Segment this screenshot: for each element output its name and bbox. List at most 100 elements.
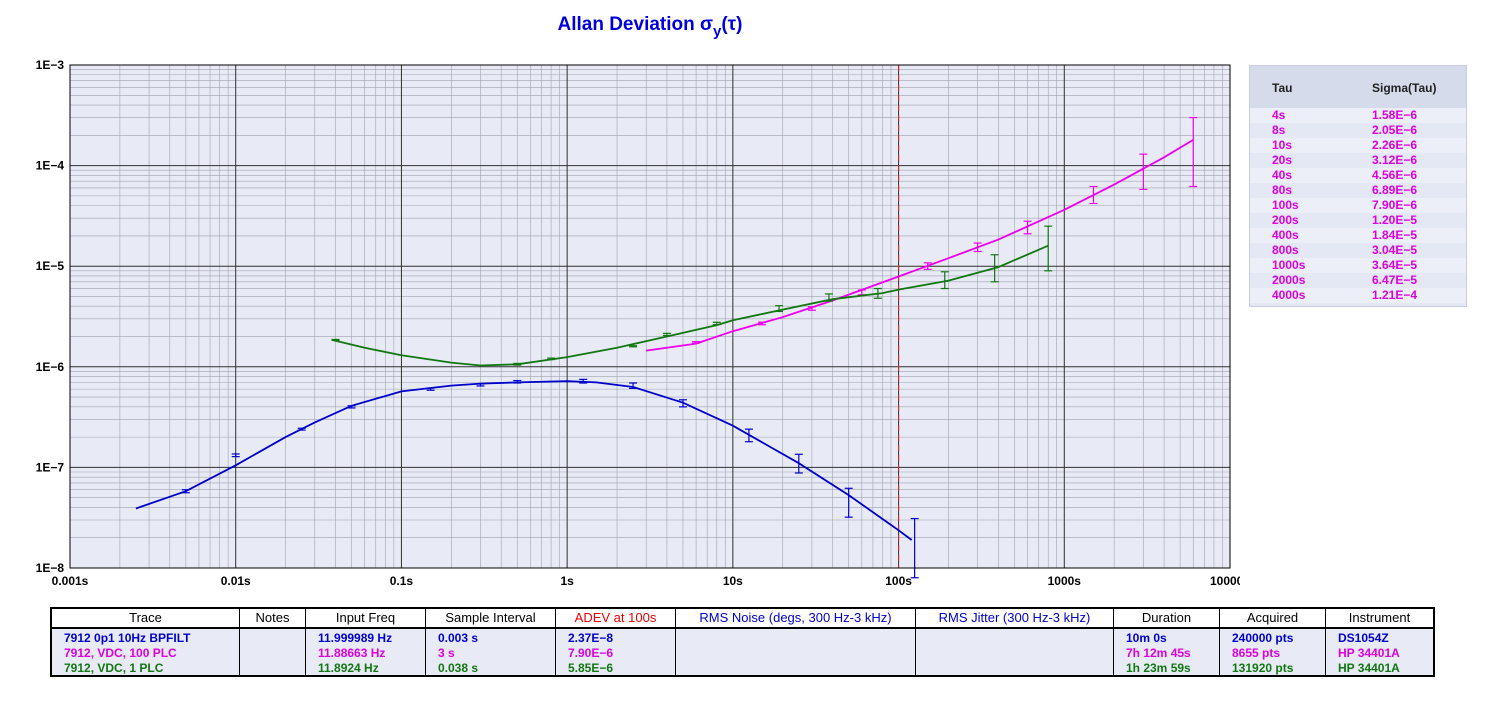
series-line-1 xyxy=(646,139,1194,352)
error-bar xyxy=(775,305,784,313)
tau-sigma-table: Tau Sigma(Tau) 4s 1.58E−6 8s 2.05E−6 10s 2.26… xyxy=(1249,65,1467,307)
error-bar xyxy=(844,487,853,518)
trace-col: Acquired 240000 pts 8655 pts 131920 pts xyxy=(1220,609,1326,675)
tau-value: 2000s xyxy=(1272,273,1306,287)
sigma-value: 3.12E−6 xyxy=(1372,153,1418,167)
trace-cell xyxy=(240,631,305,646)
error-bar xyxy=(990,254,999,283)
tau-row: 40s 4.56E−6 xyxy=(1250,168,1466,183)
trace-cell xyxy=(676,646,915,661)
trace-col: RMS Noise (degs, 300 Hz-3 kHz) xyxy=(676,609,916,675)
series-line-2 xyxy=(331,244,1049,367)
tau-row: 20s 3.12E−6 xyxy=(1250,153,1466,168)
error-bar xyxy=(973,242,982,253)
tau-row: 2000s 6.47E−5 xyxy=(1250,273,1466,288)
plot-area xyxy=(70,65,1230,568)
trace-col-header: Duration xyxy=(1114,609,1219,629)
tau-value: 4000s xyxy=(1272,288,1306,302)
y-tick-label: 1E−6 xyxy=(36,360,65,374)
trace-col: RMS Jitter (300 Hz-3 kHz) xyxy=(916,609,1114,675)
error-bar xyxy=(678,399,687,408)
tau-value: 10s xyxy=(1272,138,1293,152)
sigma-value: 1.20E−5 xyxy=(1372,213,1418,227)
error-bar xyxy=(873,287,882,299)
tau-row: 100s 7.90E−6 xyxy=(1250,198,1466,213)
sigma-value: 7.90E−6 xyxy=(1372,198,1418,212)
trace-col: Input Freq 11.999989 Hz 11.88663 Hz 11.8924… xyxy=(306,609,426,675)
trace-cell: 7912 0p1 10Hz BPFILT xyxy=(64,631,191,645)
trace-col-header: Trace xyxy=(52,609,239,629)
error-bar xyxy=(513,379,522,384)
tau-header: Tau xyxy=(1272,81,1293,95)
error-bar xyxy=(629,382,638,389)
x-tick-label: 1s xyxy=(560,574,574,588)
trace-cell: 131920 pts xyxy=(1232,661,1294,675)
trace-cell: 8655 pts xyxy=(1232,646,1281,660)
error-bar xyxy=(579,378,588,384)
trace-cell: 1h 23m 59s xyxy=(1126,661,1191,675)
trace-cell: 11.999989 Hz xyxy=(318,631,393,645)
sigma-value: 3.04E−5 xyxy=(1372,243,1418,257)
trace-col-header: RMS Noise (degs, 300 Hz-3 kHz) xyxy=(676,609,915,629)
sigma-value: 3.64E−5 xyxy=(1372,258,1418,272)
error-bar xyxy=(712,321,721,326)
tau-value: 800s xyxy=(1272,243,1299,257)
trace-cell: 7912, VDC, 1 PLC xyxy=(64,661,164,675)
y-tick-label: 1E−4 xyxy=(36,159,65,173)
error-bar xyxy=(794,453,803,474)
trace-col: Instrument DS1054Z HP 34401A HP 34401A xyxy=(1326,609,1433,675)
trace-col-header: Instrument xyxy=(1326,609,1433,629)
trace-col-header: Notes xyxy=(240,609,305,629)
tau-value: 80s xyxy=(1272,183,1293,197)
x-tick-label: 1000s xyxy=(1048,574,1082,588)
chart-title: Allan Deviation σy(τ) xyxy=(557,14,743,40)
error-bar xyxy=(629,345,638,348)
adev-plot: 0.001s 0.01s 0.1s 1s 10s 100s 1000s 10000s 1E−8 1… xyxy=(36,58,1240,588)
trace-col: Trace 7912 0p1 10Hz BPFILT 7912, VDC, 100 … xyxy=(52,609,240,675)
trace-cell: 7912, VDC, 100 PLC xyxy=(64,646,177,660)
sigma-value: 6.47E−5 xyxy=(1372,273,1418,287)
grid xyxy=(69,64,1231,569)
tau-value: 4s xyxy=(1272,108,1286,122)
tau-value: 40s xyxy=(1272,168,1293,182)
error-bar xyxy=(231,453,240,458)
trace-col-header: Acquired xyxy=(1220,609,1325,629)
tau-table-rows: 4s 1.58E−6 8s 2.05E−6 10s 2.26E−6 20s 3.12E−6 40… xyxy=(1250,108,1466,303)
tau-row: 4s 1.58E−6 xyxy=(1250,108,1466,123)
trace-col-header: Sample Interval xyxy=(426,609,555,629)
x-tick-label: 100s xyxy=(885,574,912,588)
sigma-value: 2.26E−6 xyxy=(1372,138,1418,152)
tau-row: 400s 1.84E−5 xyxy=(1250,228,1466,243)
trace-col: Notes xyxy=(240,609,306,675)
y-tick-label: 1E−7 xyxy=(36,460,65,474)
error-bar xyxy=(547,357,556,361)
x-tick-label: 0.001s xyxy=(52,574,89,588)
tau-row: 80s 6.89E−6 xyxy=(1250,183,1466,198)
error-bar xyxy=(331,338,340,341)
tau-value: 200s xyxy=(1272,213,1299,227)
error-bar xyxy=(1139,153,1148,190)
tau-value: 1000s xyxy=(1272,258,1306,272)
error-bar xyxy=(426,387,435,391)
tau-row: 10s 2.26E−6 xyxy=(1250,138,1466,153)
x-tick-label: 10s xyxy=(723,574,743,588)
sigma-value: 6.89E−6 xyxy=(1372,183,1418,197)
y-tick-label: 1E−5 xyxy=(36,259,65,273)
trace-cell: 7.90E−6 xyxy=(568,646,614,660)
error-bar xyxy=(940,271,949,290)
x-tick-label: 0.01s xyxy=(221,574,251,588)
sigma-value: 1.58E−6 xyxy=(1372,108,1418,122)
trace-cell: 7h 12m 45s xyxy=(1126,646,1191,660)
error-bar xyxy=(297,427,306,431)
trace-cell: HP 34401A xyxy=(1338,646,1400,660)
tau-value: 400s xyxy=(1272,228,1299,242)
sigma-value: 4.56E−6 xyxy=(1372,168,1418,182)
error-bar xyxy=(744,428,753,443)
trace-cell: 10m 0s xyxy=(1126,631,1167,645)
trace-cell: 240000 pts xyxy=(1232,631,1294,645)
sigma-header: Sigma(Tau) xyxy=(1372,81,1437,95)
trace-cell: 5.85E−6 xyxy=(568,661,614,675)
error-bar xyxy=(181,489,190,494)
trace-cell: 11.8924 Hz xyxy=(318,661,379,675)
error-bar xyxy=(1023,220,1032,235)
